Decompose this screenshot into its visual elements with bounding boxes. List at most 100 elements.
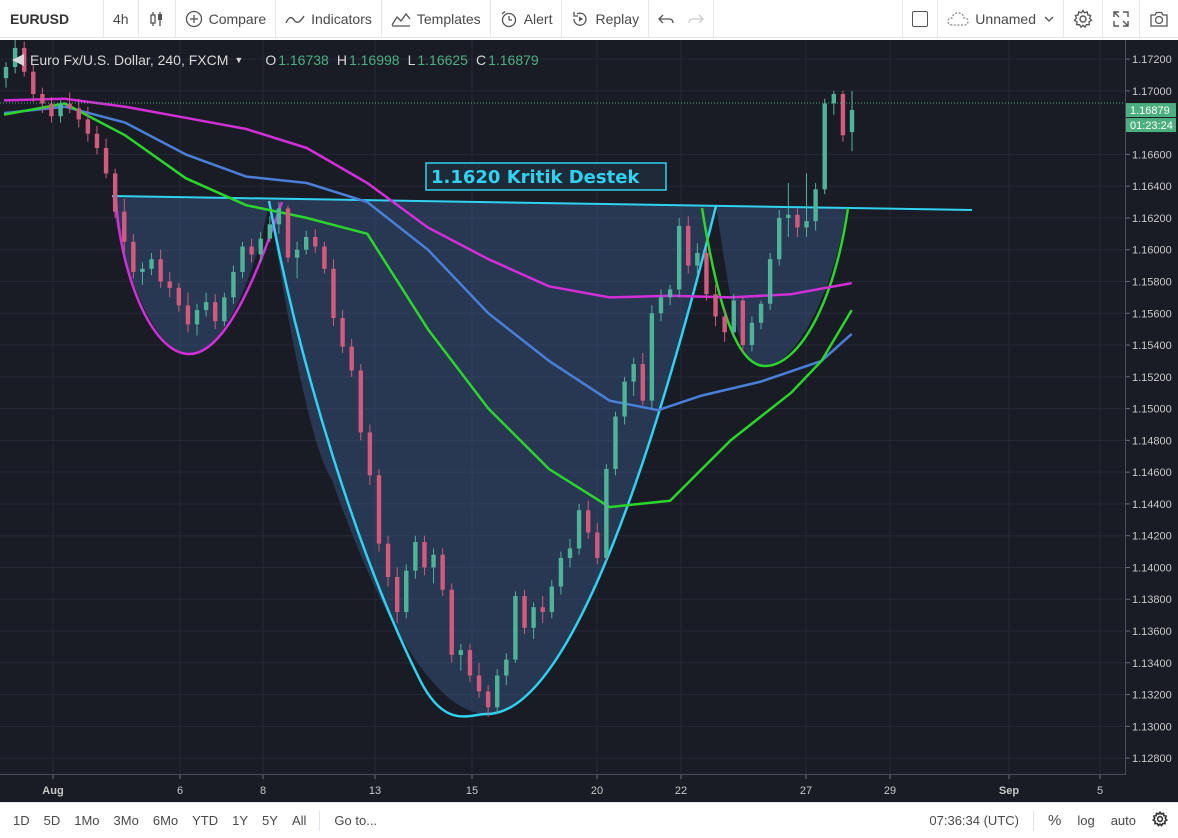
- candle: [622, 376, 627, 425]
- range-button-3mo[interactable]: 3Mo: [113, 813, 139, 828]
- price-tick-label: 1.14400: [1132, 499, 1172, 511]
- chart-pane[interactable]: 1.1620 Kritik Destek 1.17200 1.17000 1.166…: [0, 40, 1178, 802]
- candle: [749, 316, 755, 352]
- caret-down-icon[interactable]: ▼: [234, 55, 244, 65]
- candle: [576, 503, 582, 555]
- candle: [558, 551, 564, 595]
- range-button-5y[interactable]: 5Y: [262, 813, 278, 828]
- replay-icon: [573, 11, 588, 26]
- collapse-arrow-icon[interactable]: [12, 54, 24, 66]
- candle-body: [294, 249, 300, 258]
- indicators-button[interactable]: Indicators: [276, 0, 382, 38]
- price-chart[interactable]: 1.1620 Kritik Destek 1.17200 1.17000 1.166…: [0, 40, 1178, 802]
- range-list: 1D 5D 1Mo 3Mo 6Mo YTD 1Y 5Y All: [0, 813, 313, 828]
- candle-body: [613, 416, 618, 469]
- candle: [194, 303, 200, 336]
- range-button-1d[interactable]: 1D: [13, 813, 30, 828]
- price-tick-label: 1.14000: [1132, 562, 1172, 574]
- symbol-search[interactable]: EURUSD: [0, 0, 104, 38]
- time-axis-bg: [0, 775, 1126, 802]
- time-axis[interactable]: Aug 6 8 13 15 20 22 27 29 Sep 5: [0, 774, 1126, 803]
- replay-label: Replay: [595, 10, 640, 27]
- candle-body: [331, 268, 336, 319]
- redo-icon[interactable]: [688, 12, 704, 26]
- scale-settings-button[interactable]: [1144, 810, 1178, 830]
- candle: [767, 252, 773, 311]
- alert-label: Alert: [523, 10, 553, 27]
- candle: [294, 241, 300, 279]
- candle-body: [640, 364, 645, 401]
- candle-body: [349, 346, 354, 371]
- compare-button[interactable]: Compare: [176, 0, 277, 38]
- chart-legend: Euro Fx/U.S. Dollar, 240, FXCM ▼ O 1.1673…: [12, 52, 539, 68]
- annotation-text: 1.1620 Kritik Destek: [431, 167, 640, 188]
- price-tick-label: 1.17000: [1132, 86, 1172, 98]
- pattern-fill: [112, 196, 846, 715]
- main-cup-curve[interactable]: [267, 200, 718, 718]
- candle: [522, 589, 527, 635]
- candle-body: [804, 221, 809, 228]
- utc-clock[interactable]: 07:36:34 (UTC): [929, 813, 1019, 828]
- candle-body: [413, 542, 418, 571]
- candle-body: [267, 224, 273, 239]
- candle-body: [222, 297, 227, 322]
- undo-redo-group: [649, 0, 715, 38]
- fullscreen-select-button[interactable]: [902, 0, 939, 38]
- candle: [431, 548, 436, 584]
- undo-icon[interactable]: [658, 12, 674, 26]
- range-button-ytd[interactable]: YTD: [192, 813, 219, 828]
- candle: [640, 352, 645, 406]
- candle: [740, 297, 746, 353]
- chart-style-button[interactable]: [139, 0, 176, 38]
- candle: [495, 669, 500, 714]
- log-toggle[interactable]: log: [1077, 813, 1095, 828]
- candle-body: [258, 238, 263, 255]
- candle: [240, 241, 245, 279]
- candle-body: [67, 103, 72, 109]
- candle-body: [504, 659, 509, 676]
- auto-toggle[interactable]: auto: [1110, 813, 1136, 828]
- candle-body: [795, 214, 800, 228]
- range-button-1mo[interactable]: 1Mo: [74, 813, 100, 828]
- candle: [795, 208, 800, 238]
- candle: [567, 538, 573, 568]
- time-tick-label: Sep: [999, 785, 1019, 797]
- snapshot-button[interactable]: [1140, 0, 1178, 38]
- interval-selector[interactable]: 4h: [104, 0, 139, 38]
- indicators-label: Indicators: [311, 10, 372, 27]
- percent-toggle[interactable]: %: [1047, 812, 1062, 829]
- settings-button[interactable]: [1064, 0, 1103, 38]
- resistance-line[interactable]: [111, 195, 973, 211]
- candle: [777, 209, 782, 266]
- candle: [485, 685, 491, 717]
- plus-circle-icon: [185, 10, 202, 27]
- fullscreen-button[interactable]: [1103, 0, 1140, 38]
- legend-title[interactable]: Euro Fx/U.S. Dollar, 240, FXCM: [30, 52, 229, 68]
- price-tick-label: 1.17200: [1132, 54, 1172, 66]
- candle-body: [94, 133, 100, 149]
- candle: [449, 583, 454, 663]
- candle: [331, 259, 336, 326]
- alert-button[interactable]: Alert: [491, 0, 563, 38]
- candle-body: [203, 302, 209, 311]
- candle: [185, 292, 191, 333]
- goto-button[interactable]: Go to...: [334, 813, 378, 828]
- range-button-5d[interactable]: 5D: [43, 813, 61, 828]
- range-button-6mo[interactable]: 6Mo: [152, 813, 179, 828]
- candle: [58, 100, 63, 123]
- replay-button[interactable]: Replay: [562, 0, 650, 38]
- candle-body: [567, 548, 573, 558]
- layout-name-button[interactable]: Unnamed: [938, 0, 1064, 38]
- time-tick-label: 22: [675, 785, 687, 797]
- candle: [804, 173, 809, 238]
- range-button-1y[interactable]: 1Y: [232, 813, 249, 828]
- cup-and-handle-drawings[interactable]: [111, 195, 973, 718]
- price-axis[interactable]: 1.17200 1.17000 1.16600 1.16400 1.16200 1.160…: [1125, 40, 1178, 802]
- templates-button[interactable]: Templates: [382, 0, 491, 38]
- range-button-all[interactable]: All: [291, 813, 307, 828]
- candle-body: [495, 675, 500, 708]
- chevron-down-icon: [1044, 16, 1054, 22]
- candle-body: [213, 302, 218, 322]
- low-label: L: [407, 52, 416, 68]
- annotation[interactable]: 1.1620 Kritik Destek: [425, 162, 667, 191]
